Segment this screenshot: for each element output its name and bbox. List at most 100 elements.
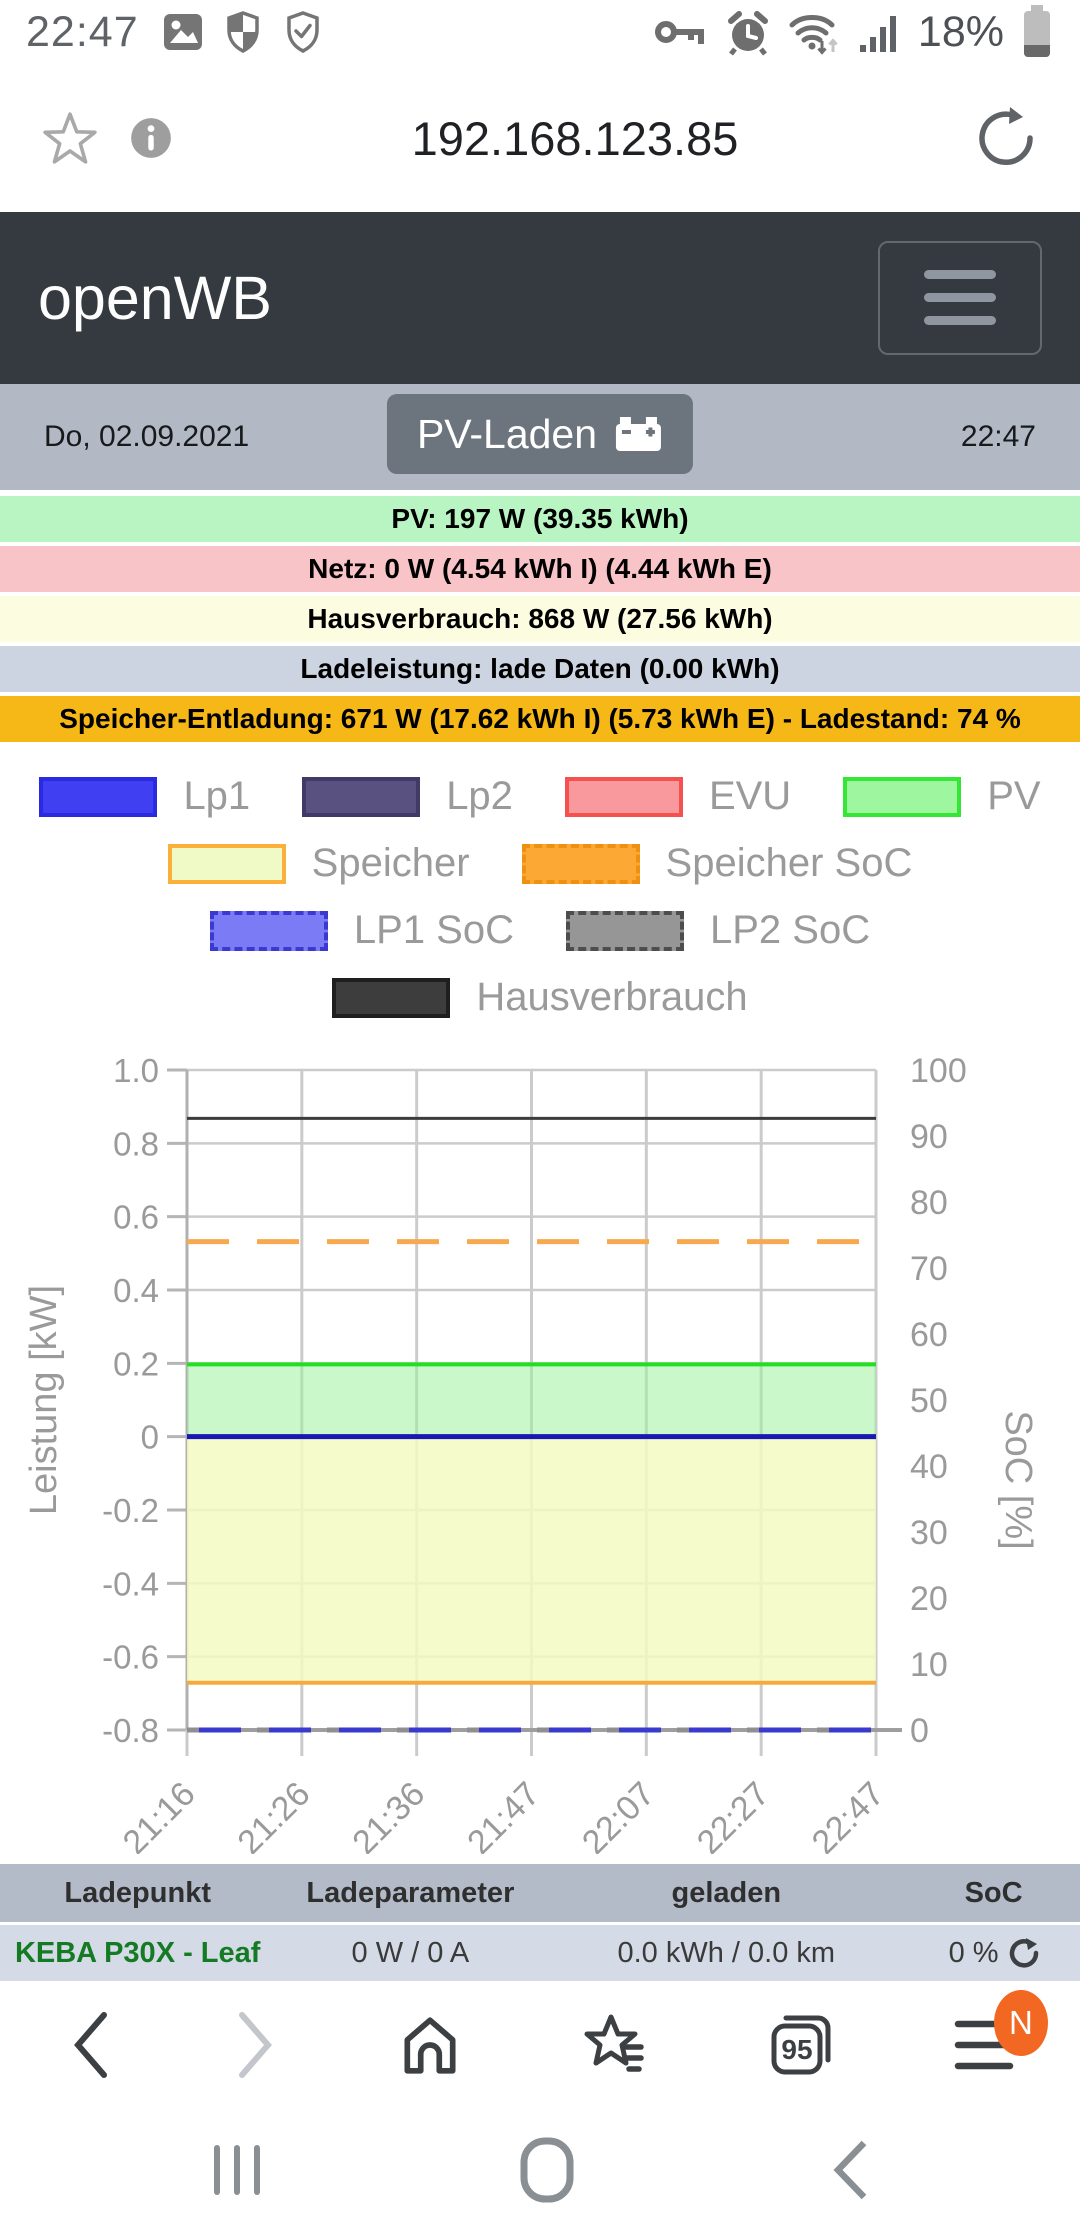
table-cell: 0.0 kWh / 0.0 km: [545, 1937, 907, 1970]
status-row-netz: Netz: 0 W (4.54 kWh I) (4.44 kWh E): [0, 546, 1080, 592]
hamburger-icon: [924, 270, 996, 325]
info-icon[interactable]: [128, 115, 174, 161]
legend-label: Speicher SoC: [665, 841, 913, 885]
table-cell-text: 0 W / 0 A: [351, 1936, 470, 1969]
star-icon[interactable]: [42, 110, 98, 166]
svg-text:10: 10: [910, 1646, 948, 1684]
key-icon: [654, 21, 704, 44]
shield-check-icon: [286, 11, 319, 53]
svg-text:-0.4: -0.4: [102, 1565, 159, 1602]
legend-swatch: [564, 776, 683, 817]
svg-text:22:27: 22:27: [690, 1775, 777, 1854]
browser-tabs-button[interactable]: 95: [766, 2010, 836, 2080]
info-bar: Do, 02.09.2021 PV-Laden 22:47: [0, 384, 1080, 490]
android-navbar: [0, 2109, 1080, 2220]
svg-text:-0.2: -0.2: [102, 1492, 159, 1529]
browser-forward-button[interactable]: [232, 2009, 280, 2081]
legend-swatch: [843, 776, 962, 817]
table-cell-text: KEBA P30X - Leaf: [14, 1936, 261, 1969]
y-axis-label-right: SoC [%]: [997, 1410, 1039, 1549]
legend-row: LP1 SoC LP2 SoC: [0, 908, 1080, 953]
battery-icon: [616, 417, 662, 451]
legend-label: Hausverbrauch: [476, 975, 748, 1019]
soc-refresh-icon[interactable]: [1009, 1938, 1039, 1968]
android-back-button[interactable]: [828, 2139, 872, 2201]
browser-back-button[interactable]: [66, 2009, 114, 2081]
browser-home-button[interactable]: [397, 2012, 463, 2078]
svg-text:22:47: 22:47: [805, 1775, 892, 1854]
legend-row: Hausverbrauch: [0, 975, 1080, 1020]
chart-legend: Lp1 Lp2 EVU PV Speicher Speicher SoC LP1 SoC LP…: [0, 746, 1080, 1020]
legend-swatch: [566, 910, 684, 951]
svg-text:100: 100: [910, 1052, 967, 1090]
legend-swatch: [332, 977, 451, 1018]
svg-text:0: 0: [141, 1419, 159, 1456]
refresh-icon[interactable]: [976, 107, 1038, 169]
chargepoint-name: KEBA P30X - Leaf: [0, 1937, 275, 1970]
battery-percent: 18%: [917, 7, 1004, 56]
forward-chevron-icon: [238, 2012, 272, 2078]
legend-item-evu[interactable]: EVU: [564, 774, 792, 819]
chart[interactable]: 1.0 0.8 0.6 0.4 0.2 0 -0.2 -0.4 -0.6 -0.8 21:16 21:…: [0, 1042, 1080, 1862]
svg-text:0.2: 0.2: [113, 1345, 159, 1382]
home-squircle-icon: [520, 2137, 574, 2202]
table-header: Ladepunkt Ladeparameter geladen SoC: [0, 1864, 1080, 1922]
charge-mode-label: PV-Laden: [416, 410, 598, 457]
legend-swatch: [209, 910, 328, 951]
recents-icon: [214, 2144, 260, 2195]
legend-item-lp2-soc[interactable]: LP2 SoC: [566, 908, 870, 953]
legend-item-hausverbrauch[interactable]: Hausverbrauch: [332, 975, 748, 1020]
shield-half-icon: [226, 11, 259, 53]
svg-text:-0.8: -0.8: [102, 1712, 159, 1749]
legend-item-speicher-soc[interactable]: Speicher SoC: [521, 841, 913, 886]
legend-swatch: [521, 843, 640, 884]
svg-text:21:26: 21:26: [230, 1775, 317, 1854]
table-header-cell: Ladeparameter: [306, 1876, 515, 1909]
table-row: KEBA P30X - Leaf 0 W / 0 A 0.0 kWh / 0.0 k…: [0, 1925, 1080, 1981]
browser-menu-button[interactable]: N: [954, 1990, 1048, 2074]
table-body: KEBA P30X - Leaf 0 W / 0 A 0.0 kWh / 0.0 k…: [0, 1925, 1080, 1981]
app-menu-button[interactable]: [878, 241, 1042, 355]
svg-text:70: 70: [910, 1250, 948, 1288]
url-field[interactable]: 192.168.123.85: [411, 111, 739, 165]
svg-text:21:16: 21:16: [116, 1775, 203, 1854]
legend-item-lp1-soc[interactable]: LP1 SoC: [209, 908, 514, 953]
back-icon: [833, 2140, 867, 2199]
app-title: openWB: [38, 264, 272, 332]
energy-status-rows: PV: 197 W (39.35 kWh) Netz: 0 W (4.54 kWh…: [0, 496, 1080, 742]
android-recents-button[interactable]: [208, 2142, 266, 2198]
legend-item-speicher[interactable]: Speicher: [167, 841, 470, 886]
table-cell-text: 0.0 kWh / 0.0 km: [617, 1936, 836, 1969]
date-label: Do, 02.09.2021: [44, 420, 250, 453]
table-cell: 0 W / 0 A: [275, 1937, 545, 1970]
legend-item-pv[interactable]: PV: [843, 774, 1041, 819]
svg-text:22:07: 22:07: [575, 1775, 662, 1854]
power-soc-chart[interactable]: 1.0 0.8 0.6 0.4 0.2 0 -0.2 -0.4 -0.6 -0.8 21:16 21:…: [0, 1042, 1080, 1862]
svg-text:21:47: 21:47: [460, 1775, 547, 1854]
image-icon: [163, 14, 202, 50]
legend-item-lp2[interactable]: Lp2: [302, 774, 513, 819]
alarm-icon: [727, 11, 768, 56]
svg-text:40: 40: [910, 1448, 948, 1486]
table-header-cell: Ladepunkt: [64, 1876, 211, 1909]
svg-text:50: 50: [910, 1382, 948, 1420]
y-axis-label-left: Leistung [kW]: [23, 1285, 65, 1515]
legend-label: Lp1: [183, 774, 251, 818]
signal-bars-icon: [859, 16, 896, 52]
browser-bookmarks-button[interactable]: [581, 2011, 649, 2079]
android-home-button[interactable]: [518, 2137, 576, 2203]
svg-text:0.8: 0.8: [113, 1125, 159, 1162]
legend-item-lp1[interactable]: Lp1: [39, 774, 250, 819]
status-row-hausverbrauch: Hausverbrauch: 868 W (27.56 kWh): [0, 596, 1080, 642]
svg-text:0.6: 0.6: [113, 1199, 159, 1236]
legend-label: PV: [987, 774, 1041, 818]
svg-text:0: 0: [910, 1712, 929, 1750]
tabs-count: 95: [782, 2034, 813, 2065]
legend-label: EVU: [708, 774, 792, 818]
chargepoint-table: Ladepunkt Ladeparameter geladen SoC KEBA P3…: [0, 1864, 1080, 1981]
wifi-updown-icon: [789, 15, 838, 55]
browser-toolbar: 95 N: [0, 1981, 1080, 2109]
status-row-pv: PV: 197 W (39.35 kWh): [0, 496, 1080, 542]
home-icon: [404, 2017, 456, 2074]
charge-mode-button[interactable]: PV-Laden: [386, 394, 694, 474]
